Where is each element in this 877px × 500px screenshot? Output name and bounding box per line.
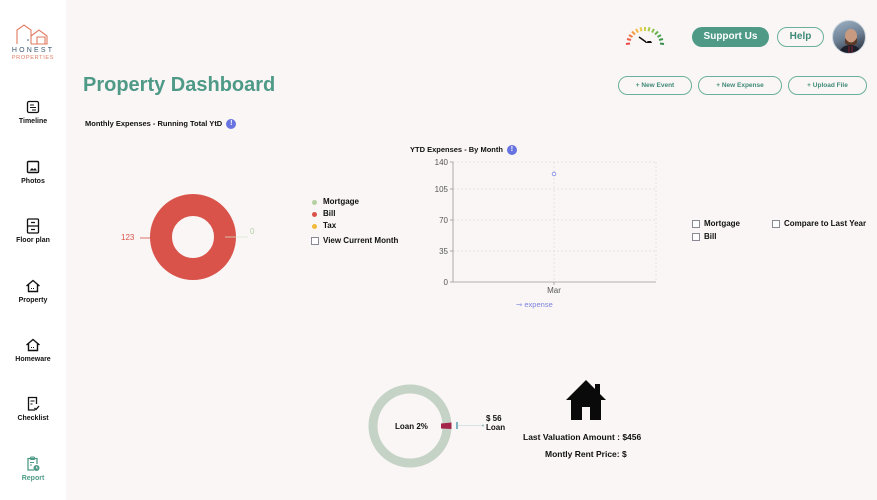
checkbox-label: Compare to Last Year (784, 219, 867, 228)
sidebar-item-floor-plan[interactable]: Floor plan (0, 218, 66, 244)
house-logo-icon (16, 24, 48, 45)
sidebar-item-label: Photos (21, 178, 45, 185)
sidebar-item-report[interactable]: Report (0, 456, 66, 482)
monthly-expenses-title-text: Monthly Expenses - Running Total YtD (85, 119, 223, 128)
speedometer-icon[interactable] (622, 24, 668, 50)
sidebar-item-homeware[interactable]: Homeware (0, 337, 66, 363)
legend-dot-icon (312, 199, 317, 205)
svg-text:35: 35 (439, 247, 448, 256)
upload-file-button[interactable]: + Upload File (788, 76, 867, 95)
sidebar-item-label: Report (21, 475, 45, 482)
svg-text:140: 140 (435, 158, 449, 167)
photo-icon (26, 160, 40, 174)
report-icon (27, 456, 40, 471)
legend-item-mortgage[interactable]: Mortgage (311, 196, 398, 208)
sidebar-item-label: Homeware (15, 356, 51, 363)
timeline-icon (26, 100, 40, 114)
chart-legend-expense[interactable]: ⊸ expense (516, 300, 553, 309)
sidebar-item-checklist[interactable]: Checklist (0, 396, 66, 422)
ytd-series-options: Mortgage Bill (692, 217, 740, 243)
sidebar-item-label: Property (18, 297, 48, 304)
svg-text:0: 0 (444, 278, 449, 287)
info-icon[interactable]: ! (506, 145, 517, 156)
legend-dot-icon (312, 223, 317, 229)
support-us-button[interactable]: Support Us (692, 27, 769, 47)
avatar-photo-icon (838, 29, 863, 53)
loan-amount-annotation: $ 56 Loan (486, 414, 505, 432)
checkbox-label: Mortgage (704, 219, 740, 228)
page-title: Property Dashboard (83, 74, 276, 96)
ytd-chart-title: YTD Expenses - By Month! (410, 145, 517, 156)
loan-amount-label: Loan (486, 423, 506, 432)
loan-donut-chart[interactable] (368, 384, 498, 474)
svg-text:Mar: Mar (547, 286, 561, 295)
legend-item-tax[interactable]: Tax (311, 220, 398, 232)
legend-dot-icon (312, 211, 317, 217)
mortgage-value-label: 0 (250, 227, 255, 236)
sidebar-item-photos[interactable]: Photos (0, 159, 66, 185)
checkbox-label: View Current Month (323, 236, 399, 245)
checklist-icon (27, 396, 40, 411)
checkbox-label: Bill (704, 232, 717, 241)
new-event-button[interactable]: + New Event (618, 76, 692, 95)
svg-text:70: 70 (439, 216, 448, 225)
svg-text:105: 105 (435, 185, 449, 194)
monthly-expenses-title: Monthly Expenses - Running Total YtD! (85, 119, 237, 130)
loan-amount: $ 56 (486, 414, 502, 423)
bill-value-label: 123 (121, 233, 135, 242)
legend-item-bill[interactable]: Bill (311, 208, 398, 220)
checkbox-icon[interactable] (311, 236, 319, 245)
sidebar-item-timeline[interactable]: Timeline (0, 99, 66, 125)
sidebar-item-property[interactable]: Property (0, 278, 66, 304)
monthly-rent-price: Montly Rent Price: $ (545, 449, 627, 459)
house-icon (566, 380, 606, 420)
brand-subname: PROPERTIES (11, 55, 55, 61)
legend-label: Tax (323, 221, 337, 230)
brand-logo[interactable]: HONEST PROPERTIES (8, 24, 58, 61)
sidebar-item-label: Checklist (17, 415, 49, 422)
checkbox-icon[interactable] (692, 232, 700, 241)
house-icon (26, 279, 40, 293)
last-valuation-amount: Last Valuation Amount : $456 (523, 432, 642, 442)
house-icon (26, 338, 40, 352)
ytd-line-chart[interactable]: 140 105 70 35 0 Mar (420, 155, 660, 300)
brand-name: HONEST (11, 47, 55, 54)
sidebar-item-label: Timeline (18, 118, 48, 125)
checkbox-icon[interactable] (772, 219, 780, 228)
sidebar: HONEST PROPERTIES Timeline Photos Floor … (0, 0, 66, 500)
compare-option: Compare to Last Year (772, 217, 866, 230)
sidebar-item-label: Floor plan (16, 237, 50, 244)
expenses-legend: Mortgage Bill Tax View Current Month (311, 196, 398, 245)
user-avatar[interactable] (832, 20, 866, 54)
legend-label: Bill (323, 209, 336, 218)
info-icon[interactable]: ! (226, 119, 237, 130)
ytd-chart-title-text: YTD Expenses - By Month (410, 145, 503, 154)
floor-plan-icon (26, 218, 40, 234)
legend-label: Mortgage (323, 197, 359, 206)
donut-label-lines (140, 236, 248, 239)
checkbox-icon[interactable] (692, 219, 700, 228)
bill-checkbox[interactable]: Bill (692, 230, 740, 243)
new-expense-button[interactable]: + New Expense (698, 76, 782, 95)
view-current-month-checkbox[interactable]: View Current Month (311, 236, 398, 245)
legend-label: expense (524, 300, 553, 309)
loan-percent-label: Loan 2% (395, 422, 428, 431)
help-button[interactable]: Help (777, 27, 824, 47)
mortgage-checkbox[interactable]: Mortgage (692, 217, 740, 230)
compare-last-year-checkbox[interactable]: Compare to Last Year (772, 217, 866, 230)
legend-line-icon: ⊸ (516, 300, 523, 309)
